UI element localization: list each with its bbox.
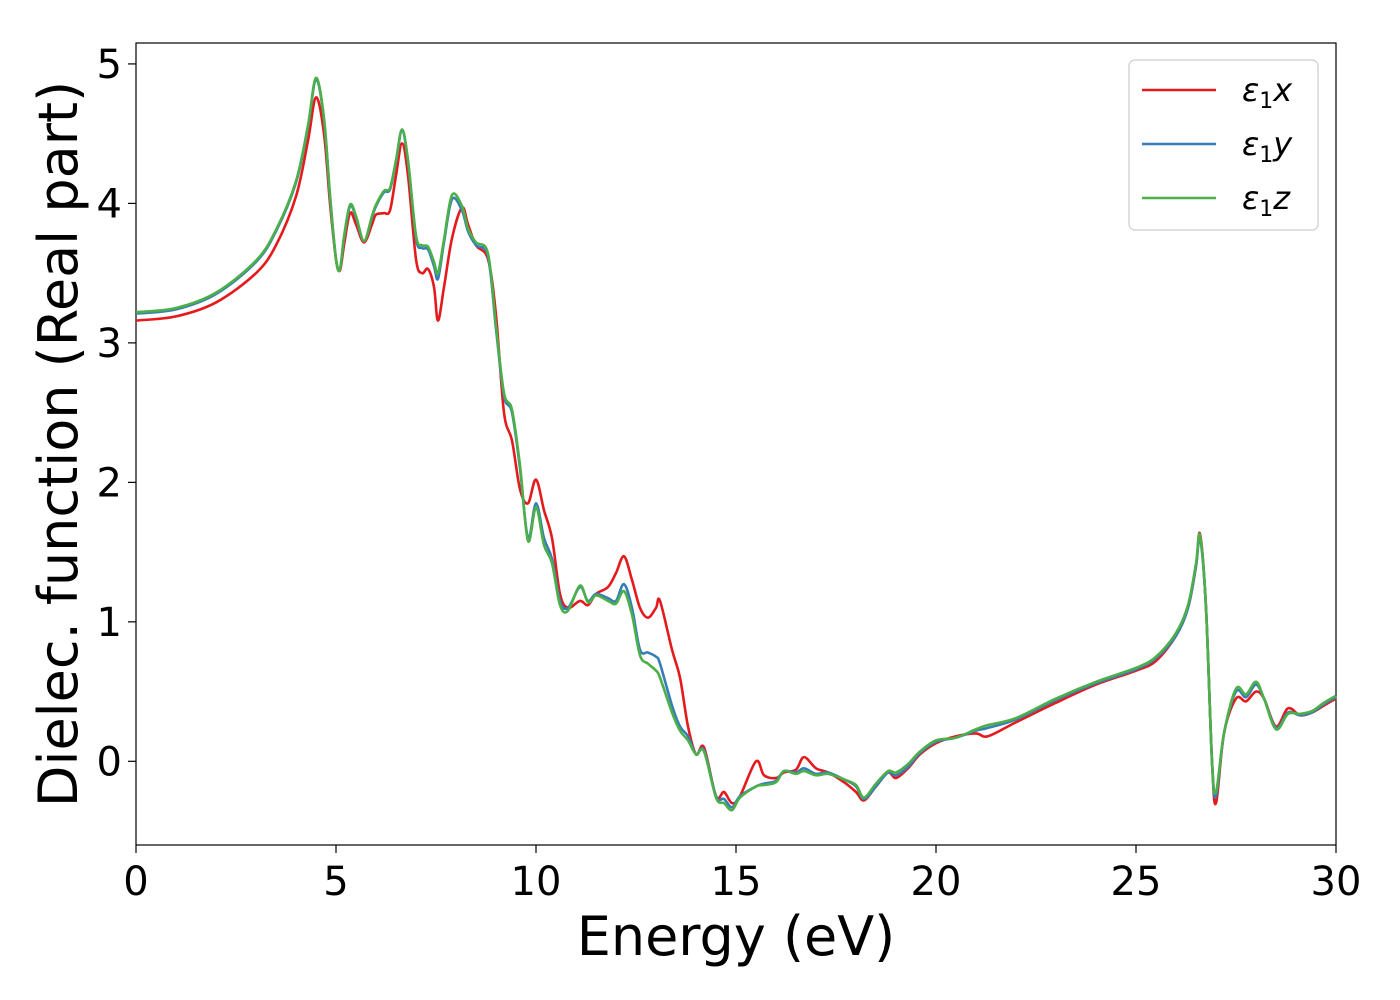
- legend-box: [1128, 59, 1319, 231]
- y-tick-label: 5: [97, 42, 122, 88]
- y-tick-label: 0: [97, 739, 122, 785]
- x-tick-label: 30: [1311, 859, 1362, 905]
- y-tick-label: 1: [97, 600, 122, 646]
- y-axis-ticks: 0 1 2 3 4 5: [97, 42, 136, 785]
- y-axis-title: Dielec. function (Real part): [27, 81, 90, 807]
- series-group: [135, 76, 1337, 812]
- x-tick-label: 0: [123, 859, 148, 905]
- x-axis-title: Energy (eV): [577, 905, 896, 968]
- x-axis-ticks: 0 5 10 15 20 25 30: [123, 845, 1361, 905]
- x-tick-label: 5: [323, 859, 348, 905]
- x-tick-label: 15: [711, 859, 762, 905]
- legend-label-y: ε1y: [1242, 125, 1293, 168]
- x-tick-label: 10: [511, 859, 562, 905]
- y-tick-label: 4: [97, 181, 122, 227]
- series-line-z: [135, 76, 1337, 812]
- legend-label-x: ε1x: [1242, 71, 1293, 114]
- y-tick-label: 3: [97, 321, 122, 367]
- legend-label-z: ε1z: [1242, 179, 1291, 222]
- x-tick-label: 20: [911, 859, 962, 905]
- x-tick-label: 25: [1111, 859, 1162, 905]
- legend: ε1x ε1y ε1z: [1128, 59, 1319, 231]
- y-tick-label: 2: [97, 460, 122, 506]
